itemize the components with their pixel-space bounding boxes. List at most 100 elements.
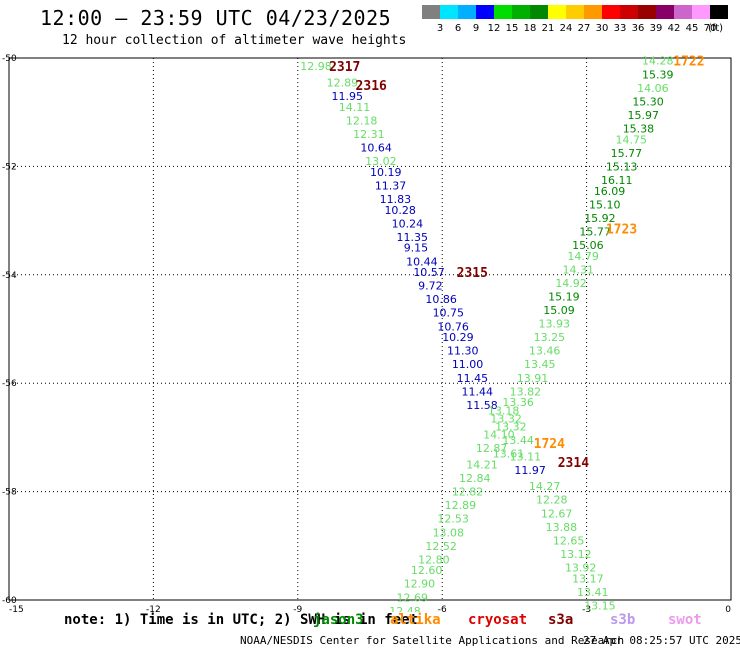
wave-height-value: 15.30 [632,95,664,108]
color-scale-label: 6 [455,23,461,34]
color-scale-unit: (ft) [708,23,723,34]
color-swatch [674,5,692,19]
wave-height-value: 10.28 [384,204,416,217]
latitude-tick-label: -54 [2,271,17,281]
wave-height-value: 13.36 [502,396,534,409]
color-scale-label: 18 [524,23,537,34]
wave-height-value: 16.09 [594,185,626,198]
wave-height-value: 10.64 [360,141,392,154]
wave-height-value: 14.31 [563,263,595,276]
longitude-tick-label: -6 [438,605,447,612]
color-swatch [494,5,512,19]
color-swatch [476,5,494,19]
color-swatch [584,5,602,19]
color-swatch [710,5,728,19]
color-swatch [548,5,566,19]
wave-height-value: 15.77 [611,147,643,160]
wave-height-value: 11.58 [466,399,498,412]
color-scale-label: 15 [506,23,519,34]
wave-height-value: 11.35 [396,231,428,244]
color-swatch [638,5,656,19]
wave-height-value: 12.89 [327,76,359,89]
color-scale-label: 45 [686,23,699,34]
wave-height-value: 13.17 [572,572,604,585]
generation-timestamp: 27 Apr 08:25:57 UTC 2025 [583,634,740,647]
wave-height-value: 11.44 [461,385,493,398]
wave-height-value: 11.97 [514,464,546,477]
wave-height-value: 15.13 [606,160,638,173]
wave-height-value: 11.83 [380,193,412,206]
wave-height-value: 10.76 [437,320,469,333]
wave-height-value: 10.57 [413,266,445,279]
wave-height-value: 15.10 [589,198,621,211]
wave-height-value: 12.84 [459,472,491,485]
latitude-tick-label: -60 [2,596,17,606]
color-swatch [656,5,674,19]
wave-height-value: 12.18 [346,114,378,127]
longitude-tick-label: -9 [293,605,302,612]
color-swatch [440,5,458,19]
color-scale-legend: 3 6 9 12 15 18 21 24 27 30 33 36 39 42 45 70(ft) [422,5,728,34]
wave-height-value: 15.06 [572,239,604,252]
color-scale-label: 42 [668,23,681,34]
color-scale-label: 24 [560,23,573,34]
wave-height-value: 12.31 [353,128,385,141]
wave-height-value: 13.02 [365,155,397,168]
latitude-tick-label: -52 [2,162,17,172]
wave-height-value: 14.10 [483,429,515,442]
color-swatch [692,5,710,19]
color-swatch [602,5,620,19]
wave-height-value: 10.86 [425,293,457,306]
wave-height-value: 14.06 [637,82,669,95]
wave-height-value: 12.82 [452,486,484,499]
wave-height-value: 12.52 [425,540,457,553]
wave-height-value: 10.19 [370,166,402,179]
pass-time-label: 1724 [534,437,565,452]
wave-height-value: 13.25 [534,331,566,344]
page-subtitle: 12 hour collection of altimeter wave hei… [62,33,407,48]
color-scale-label: 12 [488,23,501,34]
color-scale-label: 39 [650,23,663,34]
wave-height-value: 12.65 [553,534,585,547]
wave-height-value: 9.15 [404,242,429,255]
wave-height-value: 13.18 [488,404,519,417]
wave-height-value: 12.69 [396,591,428,604]
wave-height-value: 14.92 [555,277,587,290]
wave-height-value: 13.61 [493,448,525,461]
wave-height-value: 15.39 [642,68,674,81]
wave-height-value: 13.11 [510,450,542,463]
wave-height-value: 11.37 [375,179,407,192]
wave-height-value: 14.79 [567,250,599,263]
wave-height-value: 15.92 [584,212,616,225]
wave-height-value: 12.28 [536,494,568,507]
wave-height-value: 13.41 [577,586,609,599]
longitude-tick-label: -15 [9,605,24,612]
wave-height-value: 13.15 [584,599,616,612]
satellite-s3b: s3b [610,612,636,628]
pass-time-label: 2315 [457,266,488,281]
satellite-altika: altika [390,612,441,628]
wave-height-value: 10.29 [442,331,474,344]
wave-height-value: 12.87 [476,442,508,455]
wave-height-value: 11.30 [447,345,479,358]
pass-time-label: 1722 [673,55,704,70]
pass-time-label: 2316 [356,79,387,94]
wave-height-value: 13.46 [529,345,561,358]
color-scale-label: 27 [578,23,591,34]
wave-height-value: 14.28 [642,55,674,68]
wave-height-value: 13.88 [546,521,578,534]
color-swatch [422,5,440,19]
latitude-tick-label: -50 [2,54,17,64]
wave-height-value: 10.75 [433,307,465,320]
color-scale-label: 21 [542,23,555,34]
latitude-tick-label: -56 [2,379,17,389]
wave-height-value: 13.32 [495,421,527,434]
wave-height-value: 10.44 [406,255,438,268]
wave-height-value: 12.89 [445,499,477,512]
wave-height-value: 13.92 [565,561,597,574]
satellite-cryosat: cryosat [468,612,528,628]
wave-height-value: 12.48 [389,605,421,612]
color-swatch [530,5,548,19]
color-scale-label: 30 [596,23,609,34]
wave-height-value: 12.90 [404,578,436,591]
